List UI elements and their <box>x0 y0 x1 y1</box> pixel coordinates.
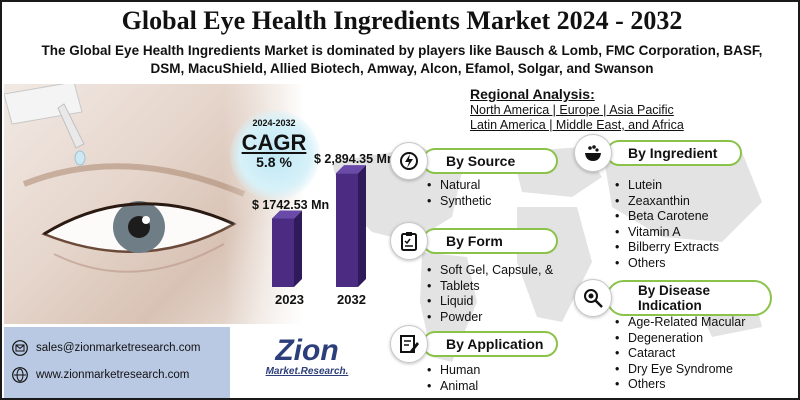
list-item: Bilberry Extracts <box>612 240 719 256</box>
clipboard-icon <box>390 222 428 260</box>
list-item: Zeaxanthin <box>612 194 719 210</box>
contact-email-row[interactable]: sales@zionmarketresearch.com <box>12 340 200 356</box>
regional-line-1: North America | Europe | Asia Pacific <box>470 103 674 117</box>
segment-label-by-application: By Application <box>446 336 544 352</box>
segment-label-by-ingredient: By Ingredient <box>628 145 718 161</box>
power-icon <box>390 142 428 180</box>
list-item: Powder <box>424 310 553 326</box>
segment-label-line-1: By Disease <box>638 283 711 298</box>
segment-label-by-form: By Form <box>446 233 503 249</box>
bar-category-label-2032: 2032 <box>337 292 366 307</box>
list-item: Age-Related Macular <box>612 315 745 331</box>
segment-pill-by-source: By Source <box>422 148 558 174</box>
contact-website[interactable]: www.zionmarketresearch.com <box>36 369 190 381</box>
regional-analysis-title: Regional Analysis: <box>470 86 595 102</box>
subtitle-line-1: The Global Eye Health Ingredients Market… <box>41 43 763 58</box>
contact-website-row[interactable]: www.zionmarketresearch.com <box>12 367 189 383</box>
bar-category-label-2023: 2023 <box>275 292 304 307</box>
list-item-continuation: Degeneration <box>612 331 745 347</box>
bar-2023 <box>272 210 302 287</box>
bowl-icon <box>574 134 612 172</box>
list-item: Others <box>612 377 745 393</box>
logo-main-text: Zion <box>275 334 339 367</box>
bar-value-label-2032: $ 2,894.35 Mn <box>314 152 395 166</box>
list-item: Dry Eye Syndrome <box>612 362 745 378</box>
document-pen-icon <box>390 325 428 363</box>
list-item: Others <box>612 256 719 272</box>
list-item-text: Tablets <box>440 278 480 293</box>
bar-front-2032 <box>336 173 358 287</box>
list-item: Natural <box>424 178 491 194</box>
bar-side-2023 <box>294 210 302 287</box>
segment-pill-by-ingredient: By Ingredient <box>606 140 742 166</box>
subtitle-line-2: DSM, MacuShield, Allied Biotech, Amway, … <box>150 61 654 76</box>
segment-label-by-source: By Source <box>446 153 516 169</box>
contact-box: sales@zionmarketresearch.com www.zionmar… <box>4 327 230 398</box>
list-item: Liquid <box>424 294 553 310</box>
bar-2032 <box>336 165 366 287</box>
list-item: Cataract <box>612 346 745 362</box>
eye-illustration <box>4 84 246 273</box>
list-item-continuation: Tablets <box>424 279 553 295</box>
list-item-text: Degeneration <box>628 330 704 345</box>
bar-top-2023 <box>272 210 302 219</box>
list-item: Human <box>424 363 480 379</box>
cagr-value: 5.8 % <box>256 154 292 170</box>
email-icon <box>12 340 28 356</box>
cagr-label: CAGR <box>241 130 307 155</box>
regional-line-2: Latin America | Middle East, and Africa <box>470 118 684 132</box>
list-item: Animal <box>424 379 480 395</box>
magnifier-virus-icon <box>574 279 612 317</box>
bar-top-2032 <box>336 165 366 174</box>
list-item: Vitamin A <box>612 225 719 241</box>
globe-icon <box>12 367 28 383</box>
cagr-period: 2024-2032 <box>252 118 296 128</box>
page-title: Global Eye Health Ingredients Market 202… <box>121 6 683 35</box>
list-item: Soft Gel, Capsule, & <box>424 263 553 279</box>
contact-email[interactable]: sales@zionmarketresearch.com <box>36 342 201 354</box>
market-size-bar-chart <box>272 165 366 287</box>
segment-pill-by-application: By Application <box>422 331 558 357</box>
list-item: Synthetic <box>424 194 491 210</box>
cagr-highlight-circle <box>230 110 320 200</box>
ingredient-items-list: Lutein Zeaxanthin Beta Carotene Vitamin … <box>612 178 719 271</box>
zion-logo: Zion Market.Research. <box>262 336 352 396</box>
segment-label-line-2: Indication <box>638 298 702 313</box>
bar-value-label-2023: $ 1742.53 Mn <box>252 198 330 212</box>
source-items-list: Natural Synthetic <box>424 178 491 209</box>
form-items-list: Soft Gel, Capsule, & Tablets Liquid Powd… <box>424 263 553 325</box>
bar-side-2032 <box>358 165 366 287</box>
subtitle: The Global Eye Health Ingredients Market… <box>12 42 792 78</box>
logo-sub-text: Market.Research. <box>265 366 349 377</box>
bar-front-2023 <box>272 218 294 287</box>
list-item: Lutein <box>612 178 719 194</box>
disease-items-list: Age-Related Macular Degeneration Catarac… <box>612 315 745 393</box>
segment-pill-by-disease-indication: By Disease Indication <box>606 280 772 316</box>
segment-label-by-disease: By Disease Indication <box>608 283 710 313</box>
segment-pill-by-form: By Form <box>422 228 558 254</box>
application-items-list: Human Animal <box>424 363 480 394</box>
list-item: Beta Carotene <box>612 209 719 225</box>
